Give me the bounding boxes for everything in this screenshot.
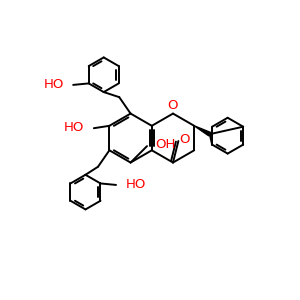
Text: O: O <box>180 133 190 146</box>
Text: O: O <box>167 99 178 112</box>
Text: HO: HO <box>43 78 64 91</box>
Polygon shape <box>194 126 211 136</box>
Text: HO: HO <box>126 178 146 191</box>
Text: HO: HO <box>64 121 84 134</box>
Text: OH: OH <box>155 138 176 151</box>
